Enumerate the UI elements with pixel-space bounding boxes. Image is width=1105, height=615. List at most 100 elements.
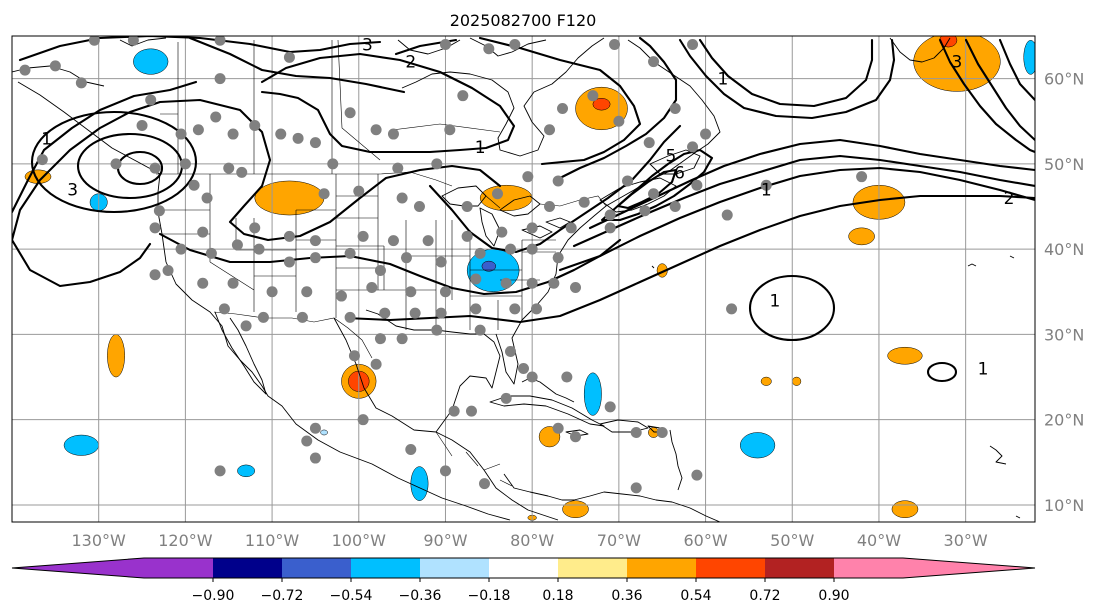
station-marker — [36, 154, 48, 166]
station-marker — [557, 102, 569, 114]
station-marker — [509, 39, 521, 51]
station-marker — [552, 252, 564, 264]
station-marker — [587, 90, 599, 102]
coast-central-america — [435, 431, 591, 521]
contour-canada-1 — [188, 36, 406, 94]
contour-pacific-outermost — [12, 98, 502, 242]
station-marker — [357, 230, 369, 242]
colorbar-tick-label: −0.54 — [330, 588, 373, 604]
coast-lesser-antilles — [669, 429, 1007, 491]
station-marker — [357, 414, 369, 426]
station-marker — [474, 324, 486, 336]
station-marker — [470, 303, 482, 315]
colorbar-tick-label: 0.36 — [611, 588, 642, 604]
contour-conus-outer — [12, 238, 152, 288]
station-marker — [552, 422, 564, 434]
station-marker — [548, 277, 560, 289]
station-marker — [570, 282, 582, 294]
station-marker — [88, 36, 100, 46]
station-marker — [227, 128, 239, 140]
station-marker — [457, 90, 469, 102]
station-marker — [405, 444, 417, 456]
shaded-region — [320, 429, 328, 436]
contour-low-newfoundland-6 — [616, 168, 678, 210]
shaded-region — [237, 464, 255, 478]
station-marker — [500, 392, 512, 404]
station-marker — [544, 124, 556, 136]
longitude-tick-label: 80°W — [510, 531, 554, 550]
station-marker — [431, 324, 443, 336]
station-marker — [266, 286, 278, 298]
station-marker — [197, 226, 209, 238]
shaded-region — [583, 372, 602, 416]
station-marker — [687, 141, 699, 153]
contour-greenland-low — [938, 38, 1035, 154]
station-marker — [648, 188, 660, 200]
station-marker — [249, 120, 261, 132]
station-marker — [301, 435, 313, 447]
station-marker — [630, 426, 642, 438]
station-marker — [483, 43, 495, 55]
station-marker — [175, 243, 187, 255]
station-marker — [149, 269, 161, 281]
canadian-provinces — [160, 39, 501, 174]
longitude-tick-label: 130°W — [72, 531, 127, 550]
colorbar-tick-label: −0.90 — [192, 588, 235, 604]
station-marker — [522, 171, 534, 183]
station-marker — [531, 303, 543, 315]
station-marker — [179, 158, 191, 170]
shaded-region — [739, 432, 776, 459]
station-marker — [210, 111, 222, 123]
station-marker — [496, 226, 508, 238]
coast-baja-peninsula — [214, 311, 267, 395]
longitude-tick-label: 90°W — [423, 531, 467, 550]
colorbar-tick-label: 0.72 — [749, 588, 780, 604]
station-marker — [439, 286, 451, 298]
station-marker — [275, 128, 287, 140]
colorbar-tick-label: 0.18 — [542, 588, 573, 604]
contour-east-atlantic-small — [926, 361, 958, 383]
station-marker — [669, 201, 681, 213]
station-marker — [192, 124, 204, 136]
colorbar-outline — [11, 557, 1036, 579]
colorbar-swatch — [696, 558, 766, 578]
station-marker — [175, 128, 187, 140]
station-marker — [374, 264, 386, 276]
latitude-tick-labels: 60°N 50°N 40°N 30°N 20°N 10°N — [1044, 70, 1084, 515]
contour-label: 5 — [665, 146, 676, 166]
contour-label: 1 — [41, 129, 52, 149]
colorbar-swatch — [765, 558, 835, 578]
station-marker — [552, 175, 564, 187]
latitude-tick-label: 50°N — [1044, 155, 1084, 174]
station-marker — [387, 235, 399, 247]
contour-labels: 3 2 1 3 1 1 56 1 3 2 1 1 — [41, 36, 1014, 380]
station-marker — [856, 171, 868, 183]
station-marker — [136, 120, 148, 132]
station-marker — [435, 307, 447, 319]
station-marker — [669, 102, 681, 114]
station-marker — [604, 401, 616, 413]
colorbar-swatch — [420, 558, 490, 578]
station-marker — [687, 39, 699, 51]
station-marker — [309, 252, 321, 264]
shaded-region — [760, 376, 772, 386]
coast-bermuda-azores — [651, 255, 1021, 519]
station-marker — [379, 307, 391, 319]
station-marker — [374, 333, 386, 345]
longitude-tick-label: 70°W — [597, 531, 641, 550]
shaded-region — [481, 260, 497, 272]
station-marker — [309, 422, 321, 434]
station-marker — [726, 303, 738, 315]
station-marker — [149, 222, 161, 234]
contour-atlantic-1-bottom — [344, 194, 1035, 324]
station-marker — [448, 405, 460, 417]
station-marker — [283, 230, 295, 242]
station-marker — [760, 179, 772, 191]
station-marker — [570, 431, 582, 443]
station-marker — [370, 358, 382, 370]
station-marker — [75, 77, 87, 89]
contour-atlantic-north-2 — [698, 38, 874, 108]
station-marker — [544, 201, 556, 213]
shaded-region — [887, 346, 923, 365]
